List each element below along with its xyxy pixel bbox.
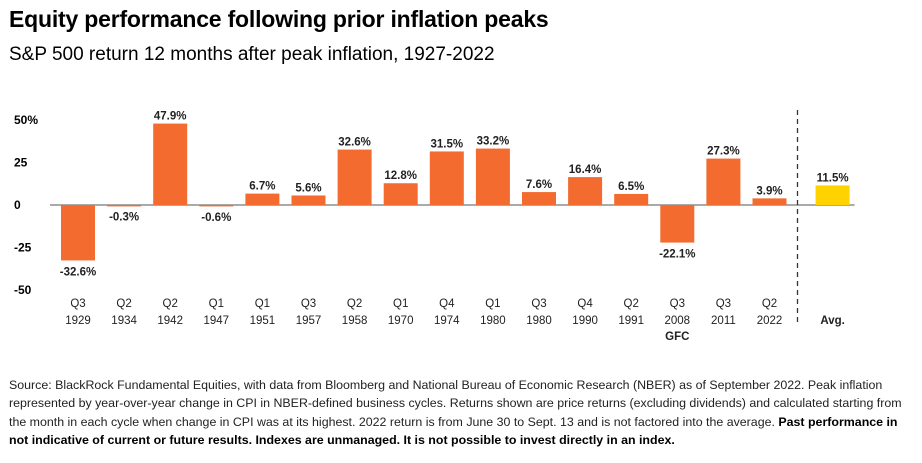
average-value-label: 11.5% xyxy=(817,172,849,184)
x-tick-year: 1980 xyxy=(480,315,506,327)
x-tick-year: 1958 xyxy=(342,315,368,327)
bar-value-label: 16.4% xyxy=(569,164,602,176)
x-tick-quarter: Q3 xyxy=(70,298,85,310)
bar xyxy=(752,198,787,205)
x-tick-quarter: Q1 xyxy=(255,298,270,310)
bar xyxy=(660,205,695,243)
bar-chart: 50% 25 0 -25 -50 -32.6% Q3 1929 -0.3% Q2 1934 47.9%… xyxy=(14,110,855,343)
bar xyxy=(475,148,510,205)
bar-value-label: 31.5% xyxy=(430,138,463,150)
bar xyxy=(522,192,556,205)
bar xyxy=(291,195,326,205)
x-tick-quarter: Q1 xyxy=(209,298,224,310)
bar-value-label: 6.5% xyxy=(618,181,644,193)
bar-value-label: -0.3% xyxy=(109,212,139,224)
y-tick-label: 0 xyxy=(14,198,21,212)
bar xyxy=(429,151,464,205)
x-tick-quarter: Q3 xyxy=(670,298,685,310)
x-tick-year: 1947 xyxy=(204,315,230,327)
footnote-disclaimer: Past performance in not indicative of cu… xyxy=(9,414,898,448)
chart-subtitle: S&P 500 return 12 months after peak infl… xyxy=(9,44,495,65)
x-tick-note: GFC xyxy=(665,331,689,343)
bar-value-label: 5.6% xyxy=(295,182,321,194)
x-tick-year: 2022 xyxy=(757,315,783,327)
x-tick-quarter: Q3 xyxy=(716,298,731,310)
bar-value-label: 32.6% xyxy=(338,137,371,149)
bar xyxy=(199,205,234,207)
x-tick-quarter: Q2 xyxy=(347,298,362,310)
bar xyxy=(107,205,142,207)
bar-value-label: -22.1% xyxy=(659,249,695,261)
x-tick-year: 1970 xyxy=(388,315,414,327)
bar xyxy=(706,158,741,205)
x-tick-quarter: Q2 xyxy=(116,298,131,310)
bar-value-label: 27.3% xyxy=(707,146,740,158)
bar xyxy=(568,177,603,205)
bar-value-label: -0.6% xyxy=(201,212,231,224)
x-tick-quarter: Q3 xyxy=(301,298,316,310)
bar xyxy=(153,123,188,205)
x-tick-year: 2011 xyxy=(711,315,736,327)
y-tick-label: 50% xyxy=(14,113,38,127)
chart-title: Equity performance following prior infla… xyxy=(9,6,549,32)
x-tick-year: 1991 xyxy=(618,315,644,327)
bar xyxy=(383,183,418,205)
x-tick-year: 1980 xyxy=(526,315,552,327)
bar xyxy=(614,193,649,205)
x-tick-quarter: Q4 xyxy=(439,298,455,310)
x-tick-year: 1951 xyxy=(250,315,276,327)
x-tick-year: 1934 xyxy=(111,315,137,327)
bar xyxy=(337,149,372,205)
x-tick-quarter: Q1 xyxy=(393,298,408,310)
y-tick-label: 25 xyxy=(14,156,28,170)
y-tick-label: -50 xyxy=(14,283,32,297)
x-tick-quarter: Q2 xyxy=(762,298,777,310)
bar-value-label: 3.9% xyxy=(756,185,782,197)
bar xyxy=(61,205,95,261)
bar-value-label: 47.9% xyxy=(154,111,187,123)
x-tick-quarter: Q2 xyxy=(163,298,178,310)
x-tick-quarter: Q2 xyxy=(624,298,639,310)
x-tick-year: 1957 xyxy=(296,315,322,327)
bar-value-label: 7.6% xyxy=(526,179,552,191)
x-tick-quarter: Q1 xyxy=(485,298,500,310)
average-bar xyxy=(815,185,850,205)
bar-value-label: 33.2% xyxy=(477,136,510,148)
y-tick-label: -25 xyxy=(14,241,32,255)
x-tick-year: 1942 xyxy=(157,315,183,327)
x-tick-year: 2008 xyxy=(665,315,691,327)
bar-value-label: 6.7% xyxy=(249,181,275,193)
bar-value-label: -32.6% xyxy=(60,266,96,278)
bar-value-label: 12.8% xyxy=(384,170,417,182)
footnote-source-text: Source: BlackRock Fundamental Equities, … xyxy=(9,378,902,429)
x-tick-year: 1990 xyxy=(572,315,598,327)
footnote: Source: BlackRock Fundamental Equities, … xyxy=(9,376,919,450)
x-tick-quarter: Q4 xyxy=(577,298,593,310)
x-tick-quarter: Q3 xyxy=(531,298,546,310)
x-tick-year: 1929 xyxy=(65,315,91,327)
x-tick-year: 1974 xyxy=(434,315,460,327)
average-category-label: Avg. xyxy=(820,315,845,327)
bar xyxy=(245,193,280,205)
